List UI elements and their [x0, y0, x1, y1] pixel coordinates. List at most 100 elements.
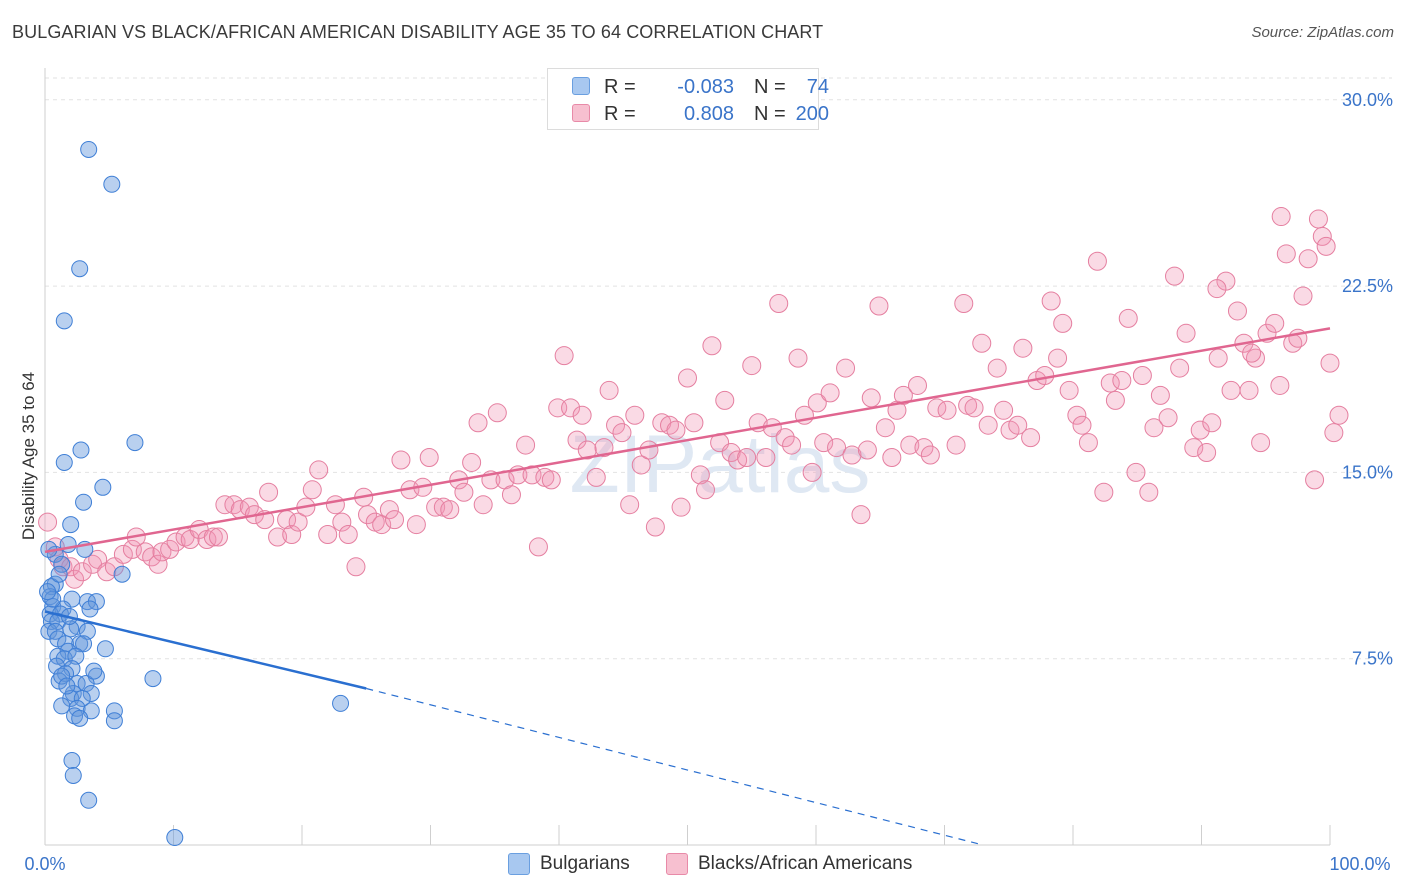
data-point-bulgarian — [82, 684, 100, 702]
data-point-black-african-american — [660, 415, 680, 435]
data-point-black-african-american — [1139, 482, 1159, 502]
r-label: R = — [604, 103, 636, 125]
trend-line-bulgarians — [44, 610, 367, 690]
data-point-black-african-american — [1067, 405, 1087, 425]
data-point-black-african-american — [148, 554, 168, 574]
data-point-black-african-american — [318, 525, 338, 545]
data-point-black-african-american — [259, 482, 279, 502]
legend-label: Blacks/African Americans — [698, 853, 913, 874]
data-point-black-african-american — [978, 415, 998, 435]
x-tick-label: 0.0% — [24, 854, 65, 874]
data-point-black-african-american — [135, 542, 155, 562]
data-point-black-african-american — [769, 293, 789, 313]
data-point-black-african-american — [1041, 291, 1061, 311]
n-value: 200 — [795, 103, 829, 125]
bulgarians-swatch — [508, 853, 530, 875]
data-point-black-african-american — [742, 356, 762, 376]
grid-lines — [45, 77, 1392, 660]
data-point-black-african-american — [567, 430, 587, 450]
data-point-black-african-american — [1176, 323, 1196, 343]
data-point-black-african-american — [1021, 428, 1041, 448]
data-point-bulgarian — [55, 312, 73, 330]
data-point-black-african-american — [203, 527, 223, 547]
data-point-black-african-american — [440, 500, 460, 520]
data-point-bulgarian — [103, 175, 121, 193]
data-point-black-african-american — [572, 405, 592, 425]
data-point-black-african-american — [1324, 423, 1344, 443]
data-point-black-african-american — [1227, 301, 1247, 321]
data-point-black-african-american — [1013, 338, 1033, 358]
data-point-black-african-american — [1144, 418, 1164, 438]
series-blacks-african-americans — [38, 207, 1349, 589]
trend-line-blacks — [44, 327, 1331, 554]
data-point-black-african-american — [224, 495, 244, 515]
stats-legend: R = -0.083 N = 74 R = 0.808 N = 200 — [547, 68, 829, 130]
n-value: 74 — [806, 76, 829, 98]
data-point-bulgarian — [81, 600, 99, 618]
data-point-bulgarian — [144, 670, 162, 688]
data-point-black-african-american — [1221, 380, 1241, 400]
data-point-black-african-american — [487, 403, 507, 423]
data-point-black-african-american — [1293, 286, 1313, 306]
data-point-black-african-american — [1190, 420, 1210, 440]
series-legend: Bulgarians Blacks/African Americans — [0, 852, 1406, 878]
data-point-black-african-american — [1150, 385, 1170, 405]
data-point-black-african-american — [842, 445, 862, 465]
data-point-black-african-american — [914, 438, 934, 458]
data-point-black-african-american — [1202, 413, 1222, 433]
data-point-black-african-american — [802, 462, 822, 482]
chart-title: BULGARIAN VS BLACK/AFRICAN AMERICAN DISA… — [12, 22, 824, 42]
data-point-black-african-american — [1298, 249, 1318, 269]
data-point-black-african-american — [1329, 405, 1349, 425]
data-point-black-african-american — [325, 495, 345, 515]
y-tick-label: 15.0% — [1342, 462, 1393, 482]
data-point-black-african-american — [1208, 348, 1228, 368]
data-point-black-african-american — [1087, 251, 1107, 271]
data-point-black-african-american — [599, 380, 619, 400]
data-point-black-african-american — [671, 497, 691, 517]
data-point-bulgarian — [332, 694, 350, 712]
data-point-bulgarian — [73, 689, 91, 707]
data-point-black-african-american — [645, 517, 665, 537]
data-point-black-african-american — [309, 460, 329, 480]
data-point-black-african-american — [1078, 433, 1098, 453]
data-point-black-african-american — [1132, 366, 1152, 386]
data-point-black-african-american — [1008, 415, 1028, 435]
data-point-black-african-american — [142, 547, 162, 567]
data-point-black-african-american — [836, 358, 856, 378]
blacks-swatch — [572, 104, 590, 122]
data-point-black-african-american — [875, 418, 895, 438]
data-point-black-african-american — [695, 480, 715, 500]
data-point-black-african-american — [391, 450, 411, 470]
data-point-black-african-american — [1184, 438, 1204, 458]
data-point-black-african-american — [1126, 462, 1146, 482]
data-point-black-african-american — [1308, 209, 1328, 229]
data-point-black-african-american — [678, 368, 697, 388]
data-point-bulgarian — [53, 667, 71, 685]
data-point-black-african-american — [288, 512, 308, 532]
data-point-black-african-american — [1276, 244, 1296, 264]
data-point-black-african-american — [302, 480, 322, 500]
bulgarians-swatch — [572, 77, 590, 95]
data-point-black-african-american — [1158, 408, 1178, 428]
data-point-black-african-american — [1242, 343, 1262, 363]
data-point-black-african-american — [684, 413, 704, 433]
data-point-bulgarian — [55, 453, 73, 471]
data-point-black-african-american — [1271, 207, 1291, 227]
data-point-black-african-american — [113, 544, 133, 564]
data-point-black-african-american — [379, 500, 399, 520]
data-point-black-african-american — [554, 346, 574, 366]
data-point-black-african-american — [1165, 266, 1185, 286]
data-point-black-african-american — [72, 562, 92, 582]
data-point-black-african-american — [775, 428, 795, 448]
data-point-black-african-american — [541, 470, 561, 490]
data-point-black-african-american — [528, 537, 548, 557]
data-point-black-african-american — [1112, 370, 1132, 390]
data-point-bulgarian — [126, 434, 144, 452]
data-point-black-african-american — [38, 512, 58, 532]
data-point-bulgarian — [68, 675, 86, 693]
legend-label: Bulgarians — [540, 853, 630, 874]
data-point-black-african-american — [908, 375, 928, 395]
blacks-swatch — [666, 853, 688, 875]
n-label: N = — [754, 103, 786, 125]
